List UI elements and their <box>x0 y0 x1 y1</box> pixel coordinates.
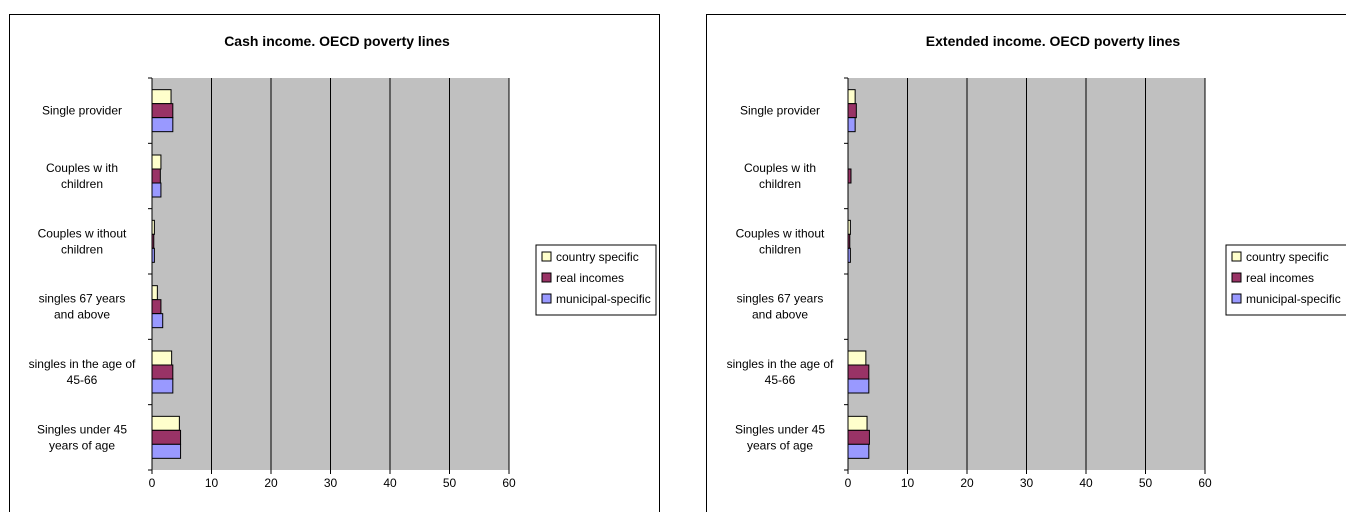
bar-country-specific <box>151 89 172 105</box>
bar-real-incomes <box>151 168 161 184</box>
x-tick-label: 50 <box>1139 476 1153 490</box>
legend-label: real incomes <box>1246 271 1314 285</box>
category-label: years of age <box>747 438 813 452</box>
category-label: 45-66 <box>765 373 796 387</box>
bar-country-specific <box>151 350 173 366</box>
legend-swatch <box>541 293 552 304</box>
category-label: Single provider <box>42 104 122 118</box>
category-label: Couples w ith <box>744 161 816 175</box>
chart-title: Extended income. OECD poverty lines <box>926 33 1181 49</box>
legend-box <box>1225 244 1346 316</box>
legend-swatch <box>541 272 552 283</box>
x-tick-label: 20 <box>960 476 974 490</box>
legend-label: municipal-specific <box>556 292 651 306</box>
bar-municipal-specific <box>151 117 174 133</box>
bar-real-incomes <box>847 233 851 249</box>
x-tick-label: 50 <box>443 476 457 490</box>
legend-swatch <box>1231 251 1242 262</box>
bar-country-specific <box>847 89 856 105</box>
category-label: singles 67 years <box>39 292 126 306</box>
category-label: children <box>759 177 801 191</box>
bar-real-incomes <box>151 429 182 445</box>
bar-real-incomes <box>847 168 852 184</box>
x-tick-label: 40 <box>383 476 397 490</box>
x-tick-label: 60 <box>1198 476 1212 490</box>
legend-box <box>535 244 657 316</box>
bar-municipal-specific <box>847 443 870 459</box>
category-label: Singles under 45 <box>735 422 825 436</box>
category-label: children <box>61 177 103 191</box>
bar-country-specific <box>151 285 158 301</box>
bar-country-specific <box>151 415 180 431</box>
bar-real-incomes <box>151 364 174 380</box>
bar-country-specific <box>151 219 155 235</box>
x-tick-label: 10 <box>901 476 915 490</box>
bar-country-specific <box>151 154 162 170</box>
x-tick-label: 0 <box>149 476 156 490</box>
chart-cash-income: Cash income. OECD poverty lines 0 10 20 30 40… <box>29 33 657 490</box>
category-label: singles in the age of <box>29 357 136 371</box>
legend-label: country specific <box>556 250 639 264</box>
category-label: Couples w ith <box>46 161 118 175</box>
bar-municipal-specific <box>847 378 870 394</box>
x-tick-label: 0 <box>845 476 852 490</box>
bar-municipal-specific <box>151 247 155 263</box>
category-label: years of age <box>49 438 115 452</box>
bar-municipal-specific <box>151 313 164 329</box>
legend-label: real incomes <box>556 271 624 285</box>
bar-real-incomes <box>847 364 870 380</box>
bar-real-incomes <box>151 233 155 249</box>
category-label: 45-66 <box>67 373 98 387</box>
bar-country-specific <box>847 219 851 235</box>
legend-label: country specific <box>1246 250 1329 264</box>
x-tick-label: 40 <box>1079 476 1093 490</box>
bar-real-incomes <box>151 103 174 119</box>
category-label: Singles under 45 <box>37 422 127 436</box>
category-label: and above <box>752 308 808 322</box>
bar-country-specific <box>847 415 868 431</box>
category-label: Couples w ithout <box>736 226 825 240</box>
category-label: singles in the age of <box>727 357 834 371</box>
bar-municipal-specific <box>847 117 856 133</box>
chart-panel-extended-income: Extended income. OECD poverty lines 0 10 20… <box>706 14 1346 512</box>
legend-swatch <box>1231 293 1242 304</box>
category-label: singles 67 years <box>737 292 824 306</box>
bar-real-incomes <box>847 429 870 445</box>
x-tick-label: 10 <box>205 476 219 490</box>
bar-real-incomes <box>151 299 162 315</box>
legend-swatch <box>541 251 552 262</box>
x-tick-label: 30 <box>1020 476 1034 490</box>
bar-municipal-specific <box>151 378 174 394</box>
chart-title: Cash income. OECD poverty lines <box>224 33 450 49</box>
category-label: Single provider <box>740 104 820 118</box>
legend-label: municipal-specific <box>1246 292 1341 306</box>
bar-country-specific <box>847 350 867 366</box>
category-label: children <box>759 242 801 256</box>
x-tick-label: 30 <box>324 476 338 490</box>
x-tick-label: 20 <box>264 476 278 490</box>
bar-municipal-specific <box>151 443 182 459</box>
bar-municipal-specific <box>847 247 851 263</box>
chart-extended-income: Extended income. OECD poverty lines 0 10 20… <box>727 33 1346 490</box>
chart-panel-cash-income: Cash income. OECD poverty lines 0 10 20 30 40… <box>9 14 660 512</box>
legend-swatch <box>1231 272 1242 283</box>
category-label: children <box>61 242 103 256</box>
x-tick-label: 60 <box>502 476 516 490</box>
category-label: Couples w ithout <box>38 226 127 240</box>
bar-municipal-specific <box>151 182 162 198</box>
bar-real-incomes <box>847 103 857 119</box>
category-label: and above <box>54 308 110 322</box>
